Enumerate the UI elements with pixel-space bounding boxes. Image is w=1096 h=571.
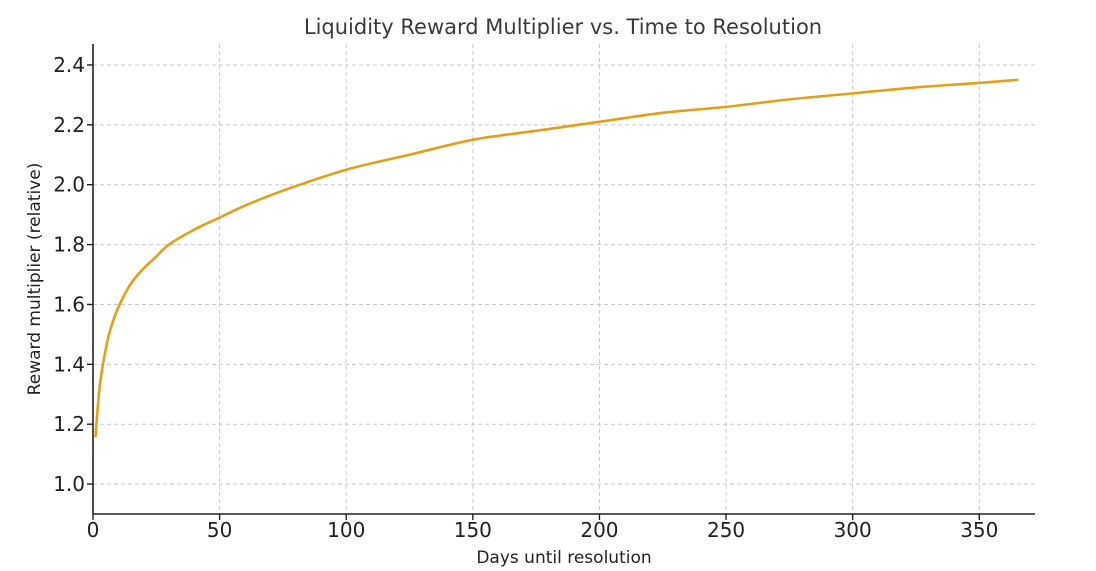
y-tick-label: 2.2: [53, 113, 85, 137]
x-tick-label: 100: [327, 518, 365, 542]
series-layer: [94, 78, 1019, 438]
x-tick-label: 0: [87, 518, 100, 542]
x-tick-label: 150: [454, 518, 492, 542]
y-tick-label: 1.0: [53, 472, 85, 496]
y-tick-label: 2.4: [53, 53, 85, 77]
grid-lines: [93, 44, 1035, 514]
x-tick-label: 300: [834, 518, 872, 542]
y-tick-label: 1.4: [53, 352, 85, 376]
chart-title: Liquidity Reward Multiplier vs. Time to …: [304, 15, 822, 39]
x-tick-label: 350: [960, 518, 998, 542]
y-tick-label: 1.6: [53, 292, 85, 316]
y-tick-label: 1.8: [53, 233, 85, 257]
y-axis-label: Reward multiplier (relative): [25, 163, 45, 396]
x-axis-label: Days until resolution: [476, 548, 651, 568]
y-ticks: 1.0 1.2 1.4 1.6 1.8 2.0 2.2 2.4: [53, 53, 93, 496]
x-tick-label: 200: [580, 518, 618, 542]
x-ticks: 0 50 100 150 200 250 300 350: [87, 514, 998, 542]
x-tick-label: 50: [207, 518, 232, 542]
y-tick-label: 2.0: [53, 173, 85, 197]
series-line-0: [94, 78, 1019, 438]
axes: [92, 44, 1035, 515]
y-tick-label: 1.2: [53, 412, 85, 436]
x-tick-label: 250: [707, 518, 745, 542]
